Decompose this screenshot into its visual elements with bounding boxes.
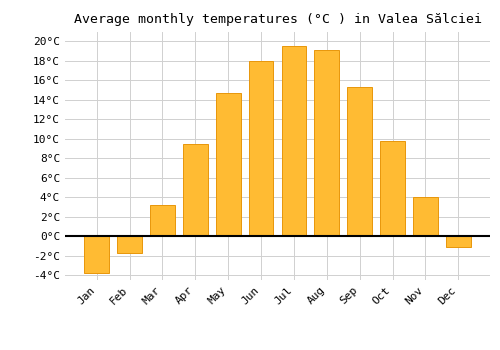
Bar [282,46,306,236]
Bar [216,93,240,236]
Bar [413,197,438,236]
Bar [314,50,339,236]
Title: Average monthly temperatures (°C ) in Valea Sălciei: Average monthly temperatures (°C ) in Va… [74,13,482,26]
Bar [117,236,142,253]
Bar [150,205,174,236]
Bar [380,141,405,236]
Bar [183,144,208,236]
Bar [446,236,470,247]
Bar [248,61,274,236]
Bar [348,87,372,236]
Bar [84,236,109,273]
